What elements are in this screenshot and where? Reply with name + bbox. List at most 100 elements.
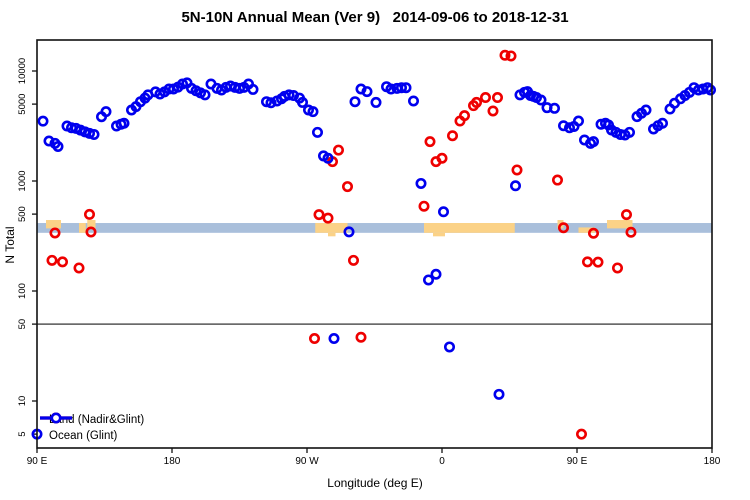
data-point-ocean — [407, 95, 419, 107]
data-point-ocean — [199, 89, 211, 101]
data-point-ocean — [443, 341, 455, 353]
data-point-ocean — [52, 140, 64, 152]
legend: Land (Nadir&Glint) Ocean (Glint) — [40, 412, 144, 444]
data-point-ocean — [400, 82, 412, 94]
data-point-land — [458, 110, 470, 122]
data-point-ocean — [422, 274, 434, 286]
geo-band-land-patch — [315, 223, 348, 233]
y-tick-label: 5 — [17, 431, 28, 436]
data-point-land — [73, 262, 85, 274]
data-point-land — [418, 200, 430, 212]
data-point-ocean — [311, 126, 323, 138]
data-point-land — [84, 208, 96, 220]
legend-ocean-marker-icon — [40, 412, 72, 424]
data-point-ocean — [296, 96, 308, 108]
data-point-land — [479, 92, 491, 104]
data-point-land — [355, 331, 367, 343]
data-point-ocean — [385, 83, 397, 95]
data-point-land — [551, 174, 563, 186]
y-tick-label: 50 — [17, 319, 28, 330]
data-point-ocean — [361, 86, 373, 98]
data-point-ocean — [118, 117, 130, 129]
y-tick-label: 1000 — [17, 170, 28, 191]
geo-band-land-patch — [328, 232, 336, 237]
data-point-land — [341, 181, 353, 193]
data-point-land — [46, 254, 58, 266]
plot-border — [36, 39, 713, 449]
y-tick-label: 100 — [17, 283, 28, 299]
x-tick-label: 90 E — [27, 456, 48, 467]
geo-band-land-patch — [79, 223, 86, 233]
x-tick-label: 180 — [164, 456, 181, 467]
data-point-ocean — [322, 152, 334, 164]
geo-band-land-patch — [46, 220, 61, 229]
data-point-ocean — [656, 117, 668, 129]
geo-band-land-patch — [607, 220, 633, 229]
data-point-land — [436, 152, 448, 164]
data-point-land — [308, 332, 320, 344]
data-point-land — [332, 144, 344, 156]
data-point-land — [625, 226, 637, 238]
data-point-ocean — [283, 89, 295, 101]
data-point-ocean — [247, 83, 259, 95]
y-tick-label: 10000 — [17, 58, 28, 84]
data-point-land — [322, 212, 334, 224]
data-point-land — [49, 227, 61, 239]
x-tick-label: 90 E — [567, 456, 588, 467]
data-point-ocean — [640, 104, 652, 116]
data-point-ocean — [395, 82, 407, 94]
data-point-land — [491, 92, 503, 104]
data-point-ocean — [265, 97, 277, 109]
data-point-ocean — [349, 96, 361, 108]
geo-band-land-patch — [578, 227, 595, 233]
data-point-land — [499, 49, 511, 61]
geo-band-land-patch — [433, 232, 445, 237]
y-tick-label: 10 — [17, 396, 28, 407]
chart-title: 5N-10N Annual Mean (Ver 9) 2014-09-06 to… — [181, 9, 569, 26]
legend-land-label: Land (Nadir&Glint) — [49, 414, 145, 426]
y-tick-label: 5000 — [17, 94, 28, 115]
data-point-ocean — [509, 180, 521, 192]
data-point-ocean — [343, 226, 355, 238]
data-point-land — [505, 50, 517, 62]
data-point-land — [611, 262, 623, 274]
data-point-ocean — [307, 106, 319, 118]
data-point-land — [56, 256, 68, 268]
data-point-land — [446, 130, 458, 142]
data-point-ocean — [43, 135, 55, 147]
legend-item-ocean: Ocean (Glint) — [40, 412, 144, 444]
data-point-ocean — [430, 268, 442, 280]
data-point-ocean — [623, 126, 635, 138]
data-point-land — [620, 209, 632, 221]
x-tick-label: 0 — [439, 456, 445, 467]
data-point-land — [575, 428, 587, 440]
legend-ocean-label: Ocean (Glint) — [49, 430, 118, 442]
data-point-ocean — [493, 388, 505, 400]
data-point-land — [587, 227, 599, 239]
y-tick-label: 500 — [17, 206, 28, 222]
data-point-ocean — [234, 82, 246, 94]
data-point-land — [470, 96, 482, 108]
x-tick-label: 90 W — [295, 456, 319, 467]
data-point-land — [85, 226, 97, 238]
data-point-ocean — [557, 120, 569, 132]
geo-band-ocean — [37, 223, 712, 233]
data-point-land — [557, 222, 569, 234]
data-point-ocean — [100, 106, 112, 118]
geo-band-land-patch — [424, 223, 515, 233]
data-point-land — [347, 254, 359, 266]
data-point-land — [313, 209, 325, 221]
x-tick-label: 180 — [704, 456, 721, 467]
data-point-land — [581, 256, 593, 268]
data-point-ocean — [88, 128, 100, 140]
data-point-ocean — [572, 115, 584, 127]
data-point-ocean — [370, 96, 382, 108]
data-point-ocean — [37, 115, 49, 127]
geo-band-land-patch — [87, 220, 96, 229]
data-point-land — [424, 136, 436, 148]
data-point-land — [511, 164, 523, 176]
data-point-ocean — [548, 102, 560, 114]
data-point-ocean — [587, 136, 599, 148]
